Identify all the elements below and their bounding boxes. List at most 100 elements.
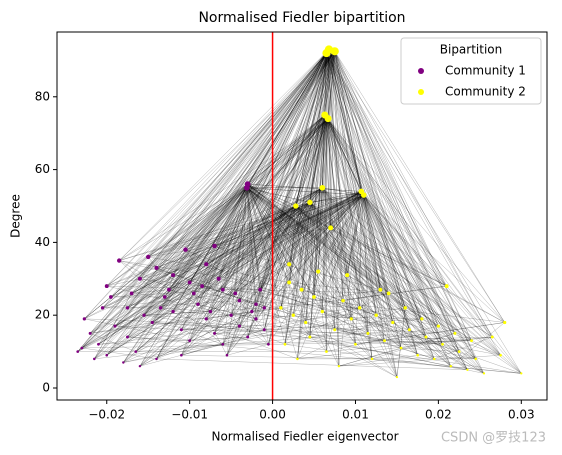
edge <box>185 205 296 250</box>
edge <box>289 264 393 323</box>
edge <box>288 49 330 283</box>
edge <box>322 187 385 341</box>
edge <box>324 114 356 345</box>
edge <box>172 52 327 276</box>
edge <box>247 183 505 323</box>
edge <box>309 202 348 276</box>
edge <box>172 114 325 276</box>
edge <box>295 205 381 290</box>
edge <box>197 52 327 305</box>
point <box>180 353 183 357</box>
edge <box>193 114 326 294</box>
edge <box>328 49 377 316</box>
edge <box>156 184 248 359</box>
point <box>391 320 395 325</box>
edge <box>322 187 468 370</box>
edge <box>94 205 296 360</box>
edge <box>246 187 369 334</box>
point <box>262 328 266 332</box>
edge <box>98 52 327 345</box>
edge <box>327 118 360 308</box>
edge <box>127 191 362 309</box>
edge <box>255 118 329 305</box>
edge <box>293 53 327 316</box>
edge <box>247 184 290 283</box>
point <box>354 342 357 346</box>
point <box>122 361 125 364</box>
point <box>403 306 407 310</box>
edge <box>326 53 365 196</box>
edge <box>301 53 327 290</box>
edge <box>114 202 311 327</box>
edge <box>313 53 327 298</box>
point <box>171 273 176 278</box>
edge <box>98 336 248 345</box>
edge <box>206 307 281 320</box>
edge <box>324 114 389 294</box>
edge <box>214 118 329 334</box>
edge <box>351 195 365 319</box>
edge <box>328 49 360 308</box>
edge <box>322 114 326 188</box>
edge <box>324 114 402 349</box>
edge <box>264 205 297 330</box>
edge <box>328 49 472 341</box>
edge <box>309 202 468 370</box>
edge <box>123 314 232 363</box>
point <box>308 335 312 339</box>
edge <box>247 183 472 341</box>
edge <box>359 307 418 356</box>
edge <box>84 51 335 319</box>
edge <box>135 187 248 352</box>
edge <box>197 191 362 305</box>
edge <box>295 51 335 207</box>
edge <box>361 191 460 352</box>
edge <box>114 289 223 327</box>
edge <box>218 278 265 330</box>
edge <box>226 49 330 356</box>
edge <box>284 49 330 345</box>
edge <box>359 191 362 308</box>
point <box>183 247 188 252</box>
edge <box>363 195 398 378</box>
point <box>330 47 339 56</box>
edge <box>143 118 329 316</box>
edge <box>334 51 373 359</box>
edge <box>114 114 325 327</box>
edge <box>322 311 385 341</box>
edge <box>295 205 340 367</box>
edge <box>246 187 261 290</box>
edge <box>135 187 323 352</box>
edge <box>361 191 394 323</box>
edge <box>181 51 335 330</box>
edge <box>324 114 385 341</box>
edge <box>324 114 485 374</box>
edge <box>326 53 485 374</box>
edge <box>295 205 306 323</box>
edge <box>135 114 325 352</box>
edge <box>361 191 406 308</box>
edge <box>181 187 248 356</box>
point <box>129 291 134 296</box>
edge <box>301 118 329 290</box>
edge <box>98 202 311 345</box>
edge <box>309 202 335 330</box>
edge <box>334 51 410 330</box>
edge <box>127 49 330 338</box>
edge <box>247 183 296 207</box>
edge <box>247 183 476 360</box>
edge <box>156 191 362 360</box>
edge <box>114 191 362 327</box>
point <box>196 302 200 307</box>
edge <box>247 51 335 185</box>
edge <box>156 191 362 269</box>
edge <box>106 49 330 356</box>
edge <box>293 187 323 316</box>
edge <box>148 114 325 258</box>
edge <box>214 187 323 247</box>
edge <box>185 249 240 327</box>
edge <box>295 191 362 207</box>
point <box>420 317 424 321</box>
edge <box>255 187 323 319</box>
edge <box>139 187 323 367</box>
